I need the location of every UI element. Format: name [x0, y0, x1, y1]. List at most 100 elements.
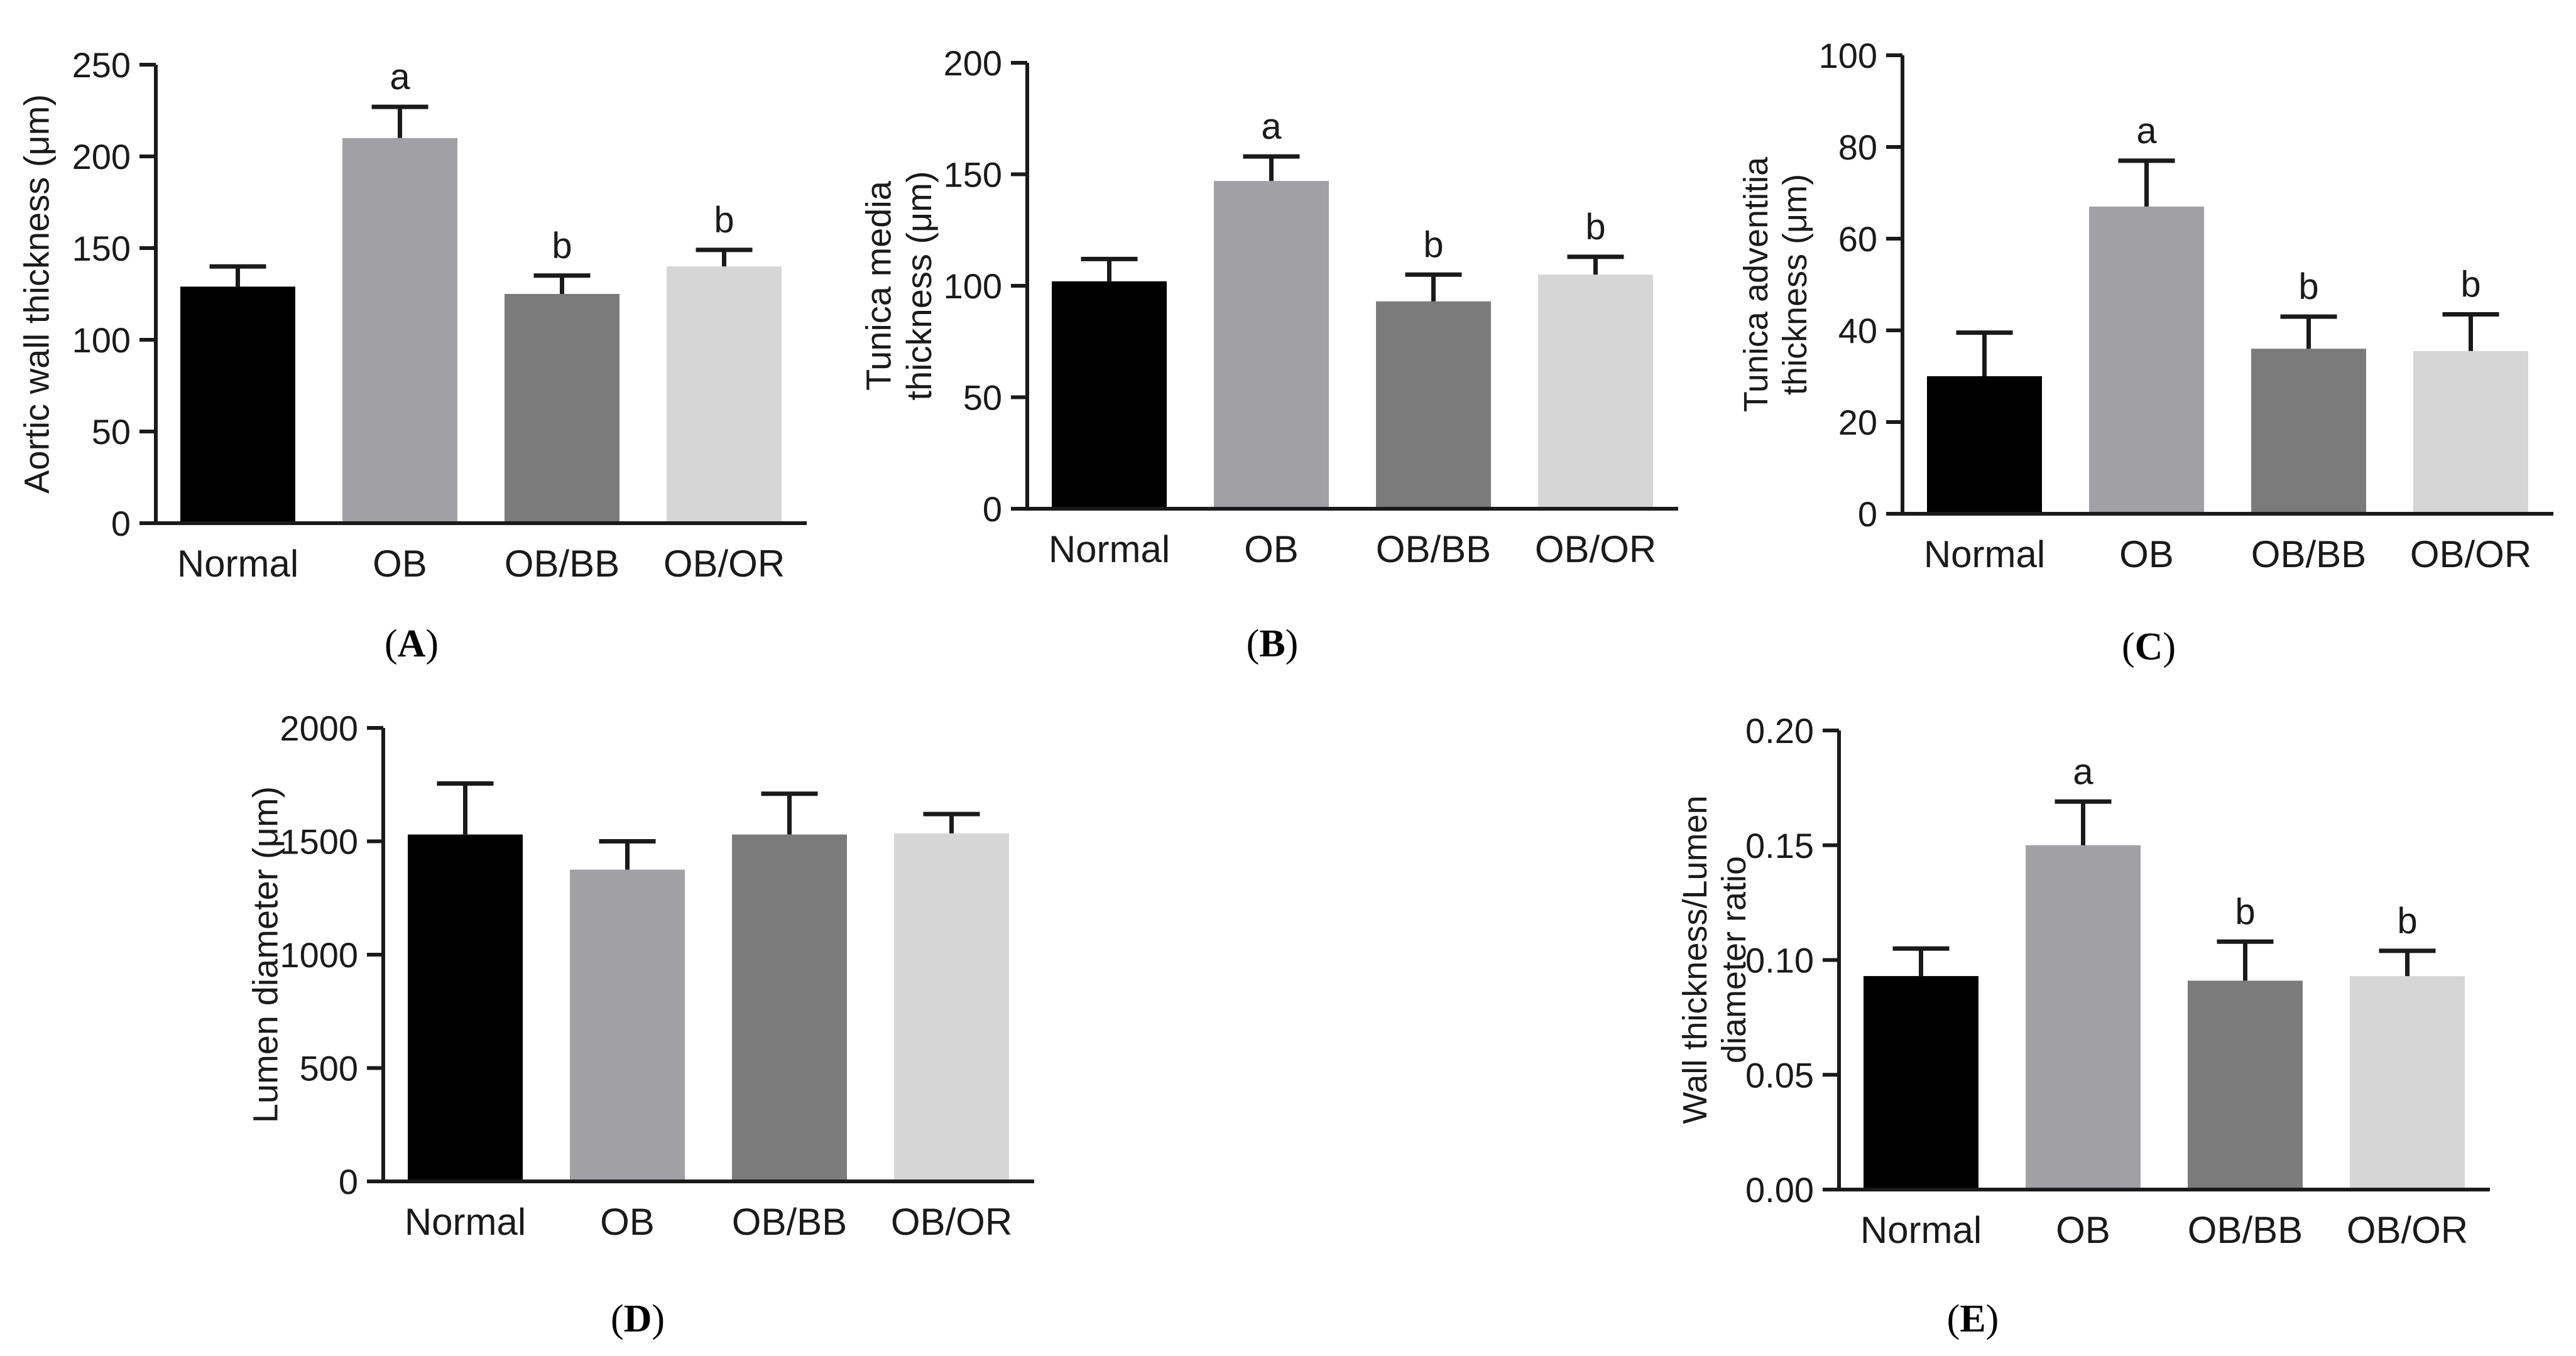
- panel-a-chart: Normal a OB b OB/BB b OB/OR 0 50 100 150 200 250 Aort…: [17, 45, 807, 585]
- panel-c-y-tick-label: 100: [1819, 36, 1877, 75]
- panel-e-y-tick-label: 0.00: [1745, 1170, 1814, 1210]
- panel-a-category-label: OB/BB: [505, 543, 619, 585]
- panel-a-category-label: OB: [373, 543, 427, 585]
- panel-a-y-axis-label: Aortic wall thickness (μm): [17, 94, 57, 494]
- panel-d-category-label: OB/BB: [732, 1201, 847, 1243]
- panel-c-bar-ob-bb: [2251, 349, 2366, 514]
- panel-a-y-tick-label: 150: [72, 229, 131, 268]
- panel-e-bar-ob: [2026, 845, 2141, 1190]
- panel-b-bar-ob-or: [1538, 274, 1653, 509]
- panel-b-category-label: Normal: [1049, 528, 1170, 570]
- panel-c-y-tick-label: 60: [1838, 219, 1877, 259]
- panel-e-annotation-ob-bb: b: [2235, 891, 2255, 932]
- panel-c-annotation-ob-or: b: [2460, 264, 2480, 305]
- panel-e-bar-normal: [1864, 976, 1978, 1190]
- panel-b-annotation-ob: a: [1261, 106, 1282, 147]
- panel-b-category-label: OB/OR: [1535, 528, 1656, 570]
- panel-d-category-label: OB/OR: [891, 1201, 1012, 1243]
- panel-e-label: (E): [1947, 1298, 1999, 1340]
- panel-c-annotation-ob-bb: b: [2298, 266, 2318, 307]
- panel-e-chart: Normal a OB b OB/BB b OB/OR 0.00 0.05 0.10 0.15 0.2…: [1676, 711, 2490, 1251]
- panel-b-label: (B): [1247, 622, 1299, 665]
- panel-e-category-label: OB: [2056, 1209, 2110, 1251]
- panel-c-y-tick-label: 40: [1838, 311, 1877, 350]
- panel-b-annotation-ob-bb: b: [1423, 224, 1443, 265]
- panel-e-annotation-ob: a: [2073, 751, 2093, 792]
- panel-d-y-tick-label: 500: [300, 1049, 358, 1088]
- panel-a-annotation-ob-bb: b: [552, 225, 572, 266]
- panel-a-y-tick-label: 50: [92, 412, 131, 452]
- panel-d-y-axis-label: Lumen diameter (μm): [246, 786, 285, 1123]
- panel-d-y-tick-label: 1500: [280, 822, 358, 862]
- panel-d-y-tick-label: 0: [339, 1162, 358, 1201]
- panel-c-y-axis-label: Tunica adventitiathickness (μm): [1737, 156, 1814, 412]
- panel-b-chart: Normal a OB b OB/BB b OB/OR 0 50 100 150 200 Tunica …: [858, 43, 1678, 570]
- panel-a-y-tick-label: 0: [111, 504, 131, 543]
- panel-b-bar-normal: [1052, 281, 1167, 509]
- panel-b: Normal a OB b OB/BB b OB/OR 0 50 100 150 200 Tunica …: [858, 43, 1678, 665]
- panel-b-y-tick-label: 0: [983, 489, 1002, 529]
- panel-d-category-label: Normal: [405, 1201, 526, 1243]
- panel-c: Normal a OB b OB/BB b OB/OR 0 20 40 60 80 100 Tunica …: [1737, 36, 2553, 668]
- panel-a-category-label: Normal: [177, 543, 298, 585]
- panel-b-bar-ob-bb: [1376, 301, 1491, 509]
- panel-d-category-label: OB: [600, 1201, 655, 1243]
- panel-a-bar-ob-bb: [505, 294, 619, 523]
- panel-c-chart: Normal a OB b OB/BB b OB/OR 0 20 40 60 80 100 Tunica …: [1737, 36, 2553, 575]
- panel-c-y-tick-label: 0: [1858, 494, 1877, 534]
- panel-e-category-label: OB/OR: [2347, 1209, 2468, 1251]
- panel-c-category-label: OB/BB: [2251, 533, 2366, 575]
- panel-c-y-tick-label: 80: [1838, 127, 1877, 167]
- panel-a-bar-ob: [342, 138, 457, 524]
- panel-c-annotation-ob: a: [2136, 111, 2157, 151]
- panel-a: Normal a OB b OB/BB b OB/OR 0 50 100 150 200 250 Aort…: [17, 45, 807, 665]
- panel-b-y-tick-label: 200: [944, 43, 1002, 83]
- panel-a-y-tick-label: 100: [72, 320, 131, 360]
- panel-c-bar-normal: [1927, 376, 2042, 514]
- panel-c-y-tick-label: 20: [1838, 403, 1877, 442]
- panel-c-category-label: Normal: [1924, 533, 2045, 575]
- panel-a-y-tick-label: 200: [72, 137, 131, 176]
- panel-c-bar-ob-or: [2413, 350, 2528, 514]
- panel-b-category-label: OB: [1244, 528, 1299, 570]
- panel-d-bar-ob-or: [894, 833, 1009, 1181]
- panel-d-chart: Normal OB OB/BB OB/OR 0 500 1000 1500 2000 Lumen …: [246, 708, 1034, 1243]
- panel-e-annotation-ob-or: b: [2397, 901, 2417, 941]
- panel-c-category-label: OB: [2119, 533, 2174, 575]
- panel-b-y-tick-label: 100: [944, 266, 1002, 306]
- panel-e-y-tick-label: 0.15: [1745, 826, 1814, 865]
- panel-e-category-label: Normal: [1860, 1209, 1982, 1251]
- panel-e-bar-ob-bb: [2188, 980, 2303, 1190]
- panel-e-bar-ob-or: [2350, 976, 2465, 1190]
- panel-b-y-axis-label: Tunica mediathickness (μm): [858, 171, 938, 400]
- panel-b-y-tick-label: 150: [944, 155, 1002, 195]
- panel-a-annotation-ob-or: b: [714, 200, 734, 241]
- panel-a-annotation-ob: a: [390, 57, 410, 97]
- panel-b-category-label: OB/BB: [1376, 528, 1491, 570]
- panel-b-bar-ob: [1214, 181, 1329, 509]
- panel-e-y-tick-label: 0.10: [1745, 941, 1814, 980]
- panel-e: Normal a OB b OB/BB b OB/OR 0.00 0.05 0.10 0.15 0.2…: [1676, 711, 2490, 1340]
- panel-c-label: (C): [2122, 626, 2176, 668]
- panel-a-label: (A): [385, 622, 439, 665]
- panel-b-y-tick-label: 50: [963, 378, 1002, 418]
- panel-a-bar-normal: [180, 286, 295, 523]
- panel-d: Normal OB OB/BB OB/OR 0 500 1000 1500 2000 Lumen …: [246, 708, 1034, 1340]
- panel-d-bar-ob-bb: [732, 834, 847, 1181]
- panel-d-label: (D): [611, 1298, 665, 1340]
- panel-c-category-label: OB/OR: [2410, 533, 2531, 575]
- panel-a-category-label: OB/OR: [663, 543, 785, 585]
- panel-a-bar-ob-or: [667, 266, 782, 523]
- panel-e-y-tick-label: 0.20: [1745, 711, 1814, 751]
- panel-d-bar-ob: [570, 869, 685, 1181]
- panel-e-y-tick-label: 0.05: [1745, 1055, 1814, 1095]
- panel-d-y-tick-label: 2000: [280, 708, 358, 748]
- panel-d-bar-normal: [408, 834, 523, 1181]
- panel-b-annotation-ob-or: b: [1585, 207, 1605, 247]
- panel-d-y-tick-label: 1000: [280, 935, 358, 975]
- panel-e-category-label: OB/BB: [2188, 1209, 2303, 1251]
- panel-a-y-tick-label: 250: [72, 45, 131, 85]
- panel-e-y-axis-label: Wall thickness/Lumendiameter ratio: [1676, 795, 1753, 1124]
- panel-c-bar-ob: [2089, 206, 2204, 514]
